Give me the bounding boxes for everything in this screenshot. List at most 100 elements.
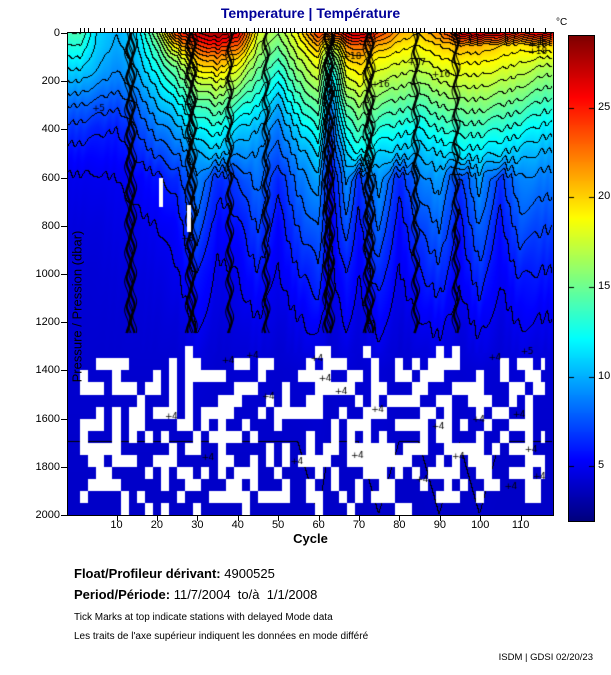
y-tick-label: 800 <box>41 219 60 232</box>
delayed-mode-tick <box>145 28 146 32</box>
delayed-mode-tick <box>315 28 316 32</box>
delayed-mode-tick <box>218 28 219 32</box>
x-tick-mark <box>237 516 239 521</box>
delayed-mode-tick <box>456 28 457 32</box>
delayed-mode-tick <box>246 28 247 32</box>
y-tick-label: 1800 <box>35 460 60 473</box>
float-id-value: 4900525 <box>224 566 275 581</box>
y-tick-mark <box>61 81 67 83</box>
x-tick-label: 60 <box>312 519 325 531</box>
x-tick-mark <box>116 516 118 521</box>
y-tick-mark <box>61 515 67 516</box>
temperature-heatmap-canvas <box>68 33 553 515</box>
y-tick-label: 600 <box>41 171 60 184</box>
delayed-mode-tick <box>347 28 348 32</box>
y-tick-label: 400 <box>41 123 60 136</box>
delayed-mode-tick <box>387 28 388 32</box>
period-value: 11/7/2004 to/à 1/1/2008 <box>173 587 318 602</box>
y-tick-mark <box>61 225 67 227</box>
x-tick-label: 110 <box>511 519 530 531</box>
delayed-mode-tick <box>133 28 134 32</box>
colorbar-tick-label: 5 <box>598 459 605 471</box>
delayed-mode-tick <box>335 28 336 32</box>
colorbar-tick-label: 15 <box>598 280 611 292</box>
y-tick-mark <box>61 418 67 420</box>
delayed-mode-tick <box>323 28 324 32</box>
delayed-mode-tick <box>403 28 404 32</box>
delayed-mode-tick <box>222 28 223 32</box>
delayed-mode-tick <box>149 28 150 32</box>
delayed-mode-tick <box>226 28 227 32</box>
delayed-mode-tick <box>181 28 182 32</box>
delayed-mode-tick <box>311 28 312 32</box>
y-tick-label: 0 <box>53 27 60 39</box>
y-tick-mark <box>61 33 67 34</box>
plot-area: Pressure / Pression (dbar) <box>67 32 554 516</box>
delayed-mode-tick <box>177 28 178 32</box>
delayed-mode-tick <box>266 28 267 32</box>
delayed-mode-tick <box>521 28 522 32</box>
delayed-mode-tick <box>452 28 453 32</box>
delayed-mode-ticks <box>68 28 553 32</box>
y-axis-label: Pressure / Pression (dbar) <box>69 230 85 383</box>
period-line: Period/Période: 11/7/2004 to/à 1/1/2008 <box>74 587 317 602</box>
delayed-mode-tick <box>339 28 340 32</box>
delayed-mode-tick <box>294 28 295 32</box>
y-tick-mark <box>61 129 67 131</box>
delayed-mode-tick <box>234 28 235 32</box>
delayed-mode-note-en: Tick Marks at top indicate stations with… <box>74 612 333 623</box>
y-tick-label: 1600 <box>35 412 60 425</box>
colorbar-canvas <box>569 36 594 521</box>
delayed-mode-tick <box>161 28 162 32</box>
delayed-mode-tick <box>282 28 283 32</box>
delayed-mode-tick <box>258 28 259 32</box>
delayed-mode-tick <box>513 28 514 32</box>
delayed-mode-tick <box>480 28 481 32</box>
delayed-mode-tick <box>468 28 469 32</box>
delayed-mode-tick <box>205 28 206 32</box>
delayed-mode-tick <box>153 28 154 32</box>
delayed-mode-tick <box>290 28 291 32</box>
delayed-mode-tick <box>112 28 113 32</box>
delayed-mode-note-fr: Les traits de l'axe supérieur indiquent … <box>74 631 369 642</box>
delayed-mode-tick <box>525 28 526 32</box>
y-tick-label: 200 <box>41 75 60 88</box>
delayed-mode-tick <box>238 28 239 32</box>
delayed-mode-tick <box>88 28 89 32</box>
delayed-mode-tick <box>262 28 263 32</box>
delayed-mode-tick <box>359 28 360 32</box>
delayed-mode-tick <box>230 28 231 32</box>
y-tick-label: 1200 <box>35 316 60 329</box>
y-tick-label: 1400 <box>35 364 60 377</box>
y-tick-label: 2000 <box>35 509 60 521</box>
colorbar-tick-label: 20 <box>598 190 611 202</box>
delayed-mode-tick <box>274 28 275 32</box>
delayed-mode-tick <box>173 28 174 32</box>
delayed-mode-tick <box>424 28 425 32</box>
x-tick-mark <box>318 516 320 521</box>
delayed-mode-tick <box>254 28 255 32</box>
x-tick-label: 20 <box>150 519 164 531</box>
delayed-mode-tick <box>492 28 493 32</box>
delayed-mode-tick <box>331 28 332 32</box>
y-tick-label: 1000 <box>35 268 60 280</box>
footer-credit: ISDM | GDSI 02/20/23 <box>498 652 593 663</box>
delayed-mode-tick <box>189 28 190 32</box>
delayed-mode-tick <box>464 28 465 32</box>
delayed-mode-tick <box>509 28 510 32</box>
x-tick-label: 40 <box>231 519 244 531</box>
delayed-mode-tick <box>488 28 489 32</box>
delayed-mode-tick <box>201 28 202 32</box>
delayed-mode-tick <box>440 28 441 32</box>
delayed-mode-tick <box>476 28 477 32</box>
delayed-mode-tick <box>496 28 497 32</box>
x-tick-mark <box>278 516 280 521</box>
delayed-mode-tick <box>500 28 501 32</box>
delayed-mode-tick <box>270 28 271 32</box>
delayed-mode-tick <box>460 28 461 32</box>
delayed-mode-tick <box>545 28 546 32</box>
delayed-mode-tick <box>436 28 437 32</box>
x-tick-label: 30 <box>191 519 204 531</box>
x-tick-label: 80 <box>393 519 406 531</box>
